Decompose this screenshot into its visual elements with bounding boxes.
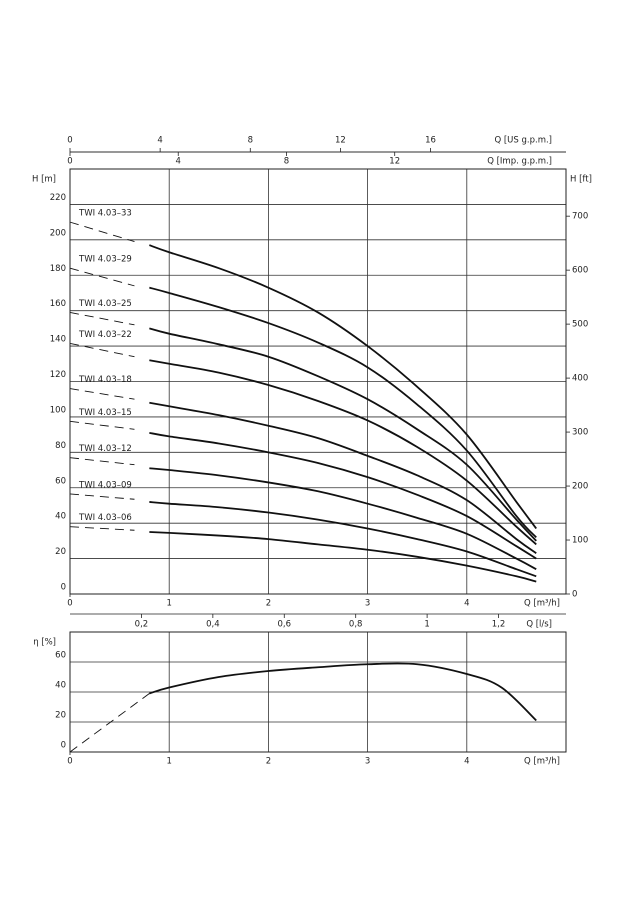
curve <box>149 401 537 555</box>
curve <box>149 431 537 560</box>
curve-label: TWI 4.03–09 <box>78 480 132 490</box>
y-tick-label: 20 <box>55 547 66 557</box>
extrapolated-curve <box>69 457 135 466</box>
curve <box>149 286 537 538</box>
extrapolated-curve <box>69 526 135 531</box>
curve-label: TWI 4.03–06 <box>78 513 132 523</box>
x-axis-label: Q [m³/h] <box>524 599 560 609</box>
curve-label: TWI 4.03–33 <box>78 209 132 219</box>
x-tick-label: 2 <box>266 757 271 767</box>
curve <box>149 467 537 571</box>
extra-x-axis-label: Q [l/s] <box>526 620 552 630</box>
extra-x-tick-label: 0 <box>67 157 72 167</box>
extrapolated-curve <box>69 420 135 430</box>
extrapolated-curve <box>69 267 135 287</box>
curve <box>149 662 537 722</box>
y-tick-label: 80 <box>55 441 66 451</box>
extra-x-tick-label: 12 <box>335 136 346 146</box>
y-tick-label: 100 <box>50 405 66 415</box>
y2-tick-label: 600 <box>572 266 588 276</box>
y-tick-label: 120 <box>50 370 66 380</box>
curve <box>149 501 537 578</box>
extra-x-tick-label: 8 <box>248 136 253 146</box>
curve-label: TWI 4.03–25 <box>78 299 132 309</box>
y2-axis-label: H [ft] <box>570 175 592 185</box>
x-axis-label: Q [m³/h] <box>524 757 560 767</box>
y-tick-label: 200 <box>50 228 66 238</box>
y-tick-label: 20 <box>55 711 66 721</box>
extrapolated-curve <box>69 221 135 243</box>
extra-x-tick-label: 0 <box>67 136 72 146</box>
y2-tick-label: 200 <box>572 482 588 492</box>
y2-tick-label: 400 <box>572 374 588 384</box>
curve-label: TWI 4.03–18 <box>78 375 132 385</box>
y2-tick-label: 700 <box>572 212 588 222</box>
y-tick-label: 60 <box>55 651 66 661</box>
extra-x-tick-label: 16 <box>425 136 436 146</box>
extra-x-axis-label: Q [US g.p.m.] <box>494 136 552 146</box>
y-tick-label: 40 <box>55 512 66 522</box>
y-tick-label: 180 <box>50 264 66 274</box>
y-tick-label: 160 <box>50 299 66 309</box>
y-tick-label: 0 <box>61 583 66 593</box>
extra-x-tick-label: 4 <box>157 136 162 146</box>
y-tick-label: 40 <box>55 681 66 691</box>
x-tick-label: 1 <box>166 599 171 609</box>
curve <box>149 244 537 530</box>
extrapolated-curve <box>69 342 135 358</box>
extra-x-tick-label: 0,6 <box>278 620 292 630</box>
extrapolated-curve <box>69 693 150 753</box>
curve <box>149 531 537 583</box>
x-tick-label: 4 <box>464 599 469 609</box>
extrapolated-curve <box>69 388 135 400</box>
extrapolated-curve <box>69 493 135 500</box>
curve <box>149 359 537 546</box>
extrapolated-curve <box>69 311 135 326</box>
curve-label: TWI 4.03–15 <box>78 408 132 418</box>
y-tick-label: 0 <box>61 741 66 751</box>
extra-x-tick-label: 0,2 <box>135 620 149 630</box>
plot-frame <box>69 168 567 595</box>
extra-x-tick-label: 8 <box>284 157 289 167</box>
y2-tick-label: 100 <box>572 536 588 546</box>
x-tick-label: 1 <box>166 757 171 767</box>
y-tick-label: 140 <box>50 335 66 345</box>
curve-label: TWI 4.03–22 <box>78 330 132 340</box>
extra-x-tick-label: 1 <box>424 620 429 630</box>
extra-x-tick-label: 0,8 <box>349 620 363 630</box>
y2-tick-label: 300 <box>572 428 588 438</box>
x-tick-label: 2 <box>266 599 271 609</box>
extra-x-tick-label: 4 <box>176 157 181 167</box>
curve-label: TWI 4.03–12 <box>78 444 132 454</box>
plot-frame <box>69 631 567 753</box>
x-tick-label: 3 <box>365 599 370 609</box>
extra-x-tick-label: 0,4 <box>206 620 220 630</box>
x-tick-label: 0 <box>67 757 72 767</box>
y-tick-label: 220 <box>50 193 66 203</box>
extra-x-tick-label: 12 <box>389 157 400 167</box>
x-tick-label: 4 <box>464 757 469 767</box>
y-tick-label: 60 <box>55 476 66 486</box>
x-tick-label: 3 <box>365 757 370 767</box>
y-axis-label: η [%] <box>33 638 56 648</box>
x-tick-label: 0 <box>67 599 72 609</box>
y-axis-label: H [m] <box>32 175 56 185</box>
curve <box>149 327 537 542</box>
extra-x-axis-label: Q [Imp. g.p.m.] <box>487 157 552 167</box>
extra-x-tick-label: 1,2 <box>492 620 506 630</box>
y2-tick-label: 0 <box>572 590 577 600</box>
curve-label: TWI 4.03–29 <box>78 255 132 265</box>
y2-tick-label: 500 <box>572 320 588 330</box>
